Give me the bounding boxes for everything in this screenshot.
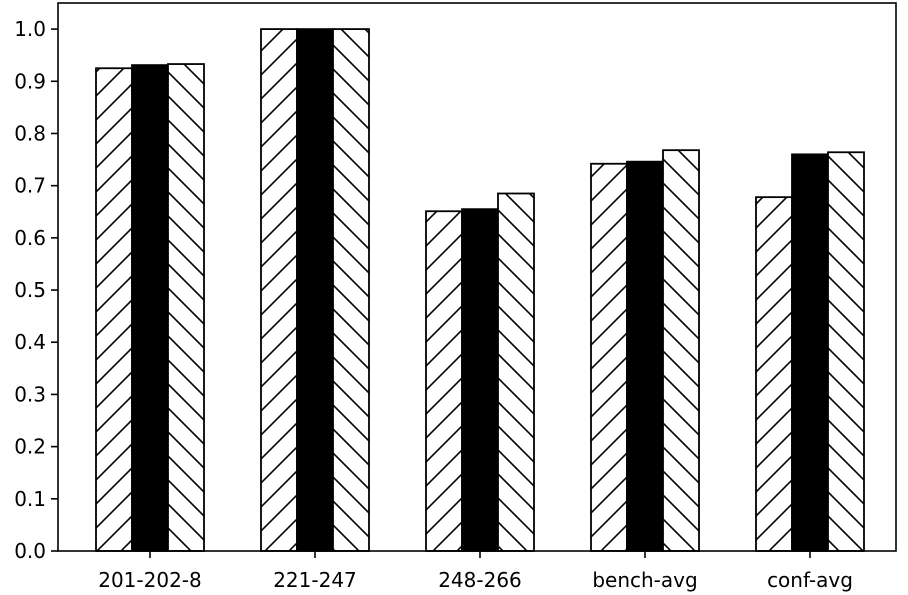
y-tick-label: 0.4 xyxy=(14,330,46,354)
y-tick-label: 0.6 xyxy=(14,226,46,250)
bar-solid-black-conf-avg xyxy=(791,153,829,552)
bar-backward-diagonal-hatch-221-247 xyxy=(332,28,370,552)
y-tick-label: 0.5 xyxy=(14,278,46,302)
y-tick-label: 0.3 xyxy=(14,382,46,406)
axes-layer: 0.0 0.1 0.2 0.3 0.4 0.5 0.6 0.7 0.8 0.9 1.0 201-202… xyxy=(14,2,897,592)
y-tick-label: 0.2 xyxy=(14,435,46,459)
x-tick-label: 248-266 xyxy=(438,568,522,592)
bar-forward-diagonal-hatch-conf-avg xyxy=(755,196,793,552)
bar-solid-black-221-247 xyxy=(296,28,334,552)
bar-forward-diagonal-hatch-201-202-8 xyxy=(95,67,133,552)
plot-frame xyxy=(57,2,897,552)
y-tick-label: 0.9 xyxy=(14,69,46,93)
bar-backward-diagonal-hatch-201-202-8 xyxy=(167,63,205,552)
y-tick-label: 0.7 xyxy=(14,174,46,198)
bar-solid-black-201-202-8 xyxy=(131,64,169,552)
bars-layer xyxy=(95,28,865,552)
bar-forward-diagonal-hatch-bench-avg xyxy=(590,162,628,552)
x-tick-label: 201-202-8 xyxy=(98,568,202,592)
y-tick-label: 0.1 xyxy=(14,487,46,511)
y-tick-label: 1.0 xyxy=(14,17,46,41)
x-tick-label: conf-avg xyxy=(767,568,853,592)
bar-forward-diagonal-hatch-248-266 xyxy=(425,210,463,552)
bar-backward-diagonal-hatch-bench-avg xyxy=(662,149,700,552)
bar-solid-black-bench-avg xyxy=(626,160,664,552)
bar-forward-diagonal-hatch-221-247 xyxy=(260,28,298,552)
y-tick-label: 0.0 xyxy=(14,539,46,563)
bar-backward-diagonal-hatch-conf-avg xyxy=(827,151,865,552)
y-tick-label: 0.8 xyxy=(14,121,46,145)
bar-solid-black-248-266 xyxy=(461,208,499,552)
bar-backward-diagonal-hatch-248-266 xyxy=(497,192,535,552)
x-tick-label: bench-avg xyxy=(592,568,697,592)
x-tick-label: 221-247 xyxy=(273,568,357,592)
